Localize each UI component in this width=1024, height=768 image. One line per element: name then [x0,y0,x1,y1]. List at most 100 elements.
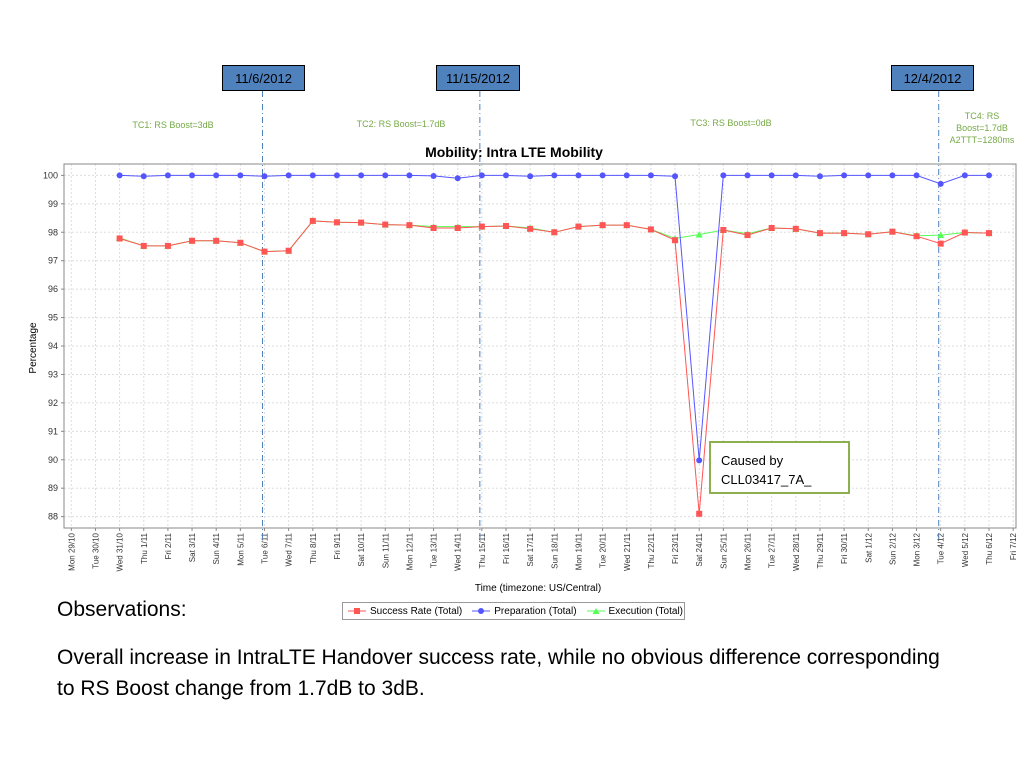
legend-item-success: Success Rate (Total) [348,606,462,617]
x-tick-label: Thu 29/11 [816,532,825,568]
y-tick-label: 97 [48,256,58,266]
data-point [986,230,992,237]
x-tick-label: Fri 7/12 [1009,532,1018,560]
data-point [189,237,196,244]
x-tick-label: Wed 28/11 [792,532,801,571]
observations-title: Observations: [57,598,187,621]
data-point [768,224,775,231]
y-tick-label: 93 [48,369,58,379]
date-marker-lines [262,91,940,540]
x-tick-label: Sat 1/12 [864,532,873,562]
x-tick-label: Fri 16/11 [502,532,511,564]
date-marker-2: 11/15/2012 [436,65,520,91]
x-tick-label: Mon 12/11 [405,532,414,570]
x-tick-label: Thu 1/11 [140,532,149,564]
data-point [551,229,558,236]
data-point [865,231,872,238]
x-tick-label: Wed 14/11 [454,532,463,571]
data-point [575,223,582,230]
y-tick-label: 90 [48,455,58,465]
data-point [358,172,365,179]
data-point [696,457,703,464]
data-point [913,233,920,240]
x-tick-label: Fri 2/11 [164,532,173,559]
data-point [430,172,437,179]
x-tick-label: Sat 3/11 [188,532,197,562]
x-tick-label: Mon 19/11 [574,532,583,570]
data-point [937,231,945,239]
data-point [841,172,848,179]
data-point [503,172,509,179]
data-point [382,172,389,179]
data-point [261,173,268,180]
data-point [696,510,703,517]
x-axis: Mon 29/10 Tue 30/10 Wed 31/10 Thu 1/11 Fri 2… [67,528,1018,572]
x-tick-label: Fri 30/11 [840,532,849,564]
data-point [116,235,123,242]
data-point [816,173,823,180]
data-point [937,240,944,247]
data-point [672,237,679,244]
legend-label-success: Success Rate (Total) [370,605,463,617]
annotation-line-2: CLL03417_7A_ [721,472,812,487]
legend-swatch-success [348,608,366,614]
data-point [333,172,340,179]
x-tick-label: Sat 10/11 [357,532,366,566]
y-tick-label: 91 [48,426,58,436]
data-point [599,172,606,179]
annotation-box: Caused by CLL03417_7A_ [709,441,850,494]
legend-swatch-preparation [472,608,491,614]
data-point [189,172,196,179]
data-point [889,228,896,235]
x-tick-label: Tue 4/12 [937,532,946,564]
tc4-label: TC4: RS Boost=1.7dB A2TTT=1280ms [949,111,1015,145]
data-point [382,221,389,228]
data-point [478,223,485,230]
series [116,172,993,517]
x-tick-label: Mon 26/11 [744,532,753,570]
tc2-label: TC2: RS Boost=1.7dB [356,119,446,129]
x-tick-label: Tue 27/11 [768,532,777,568]
data-point [913,172,920,179]
data-point [140,173,147,180]
y-tick-label: 89 [48,483,58,493]
x-tick-label: Wed 21/11 [623,532,632,571]
data-point [599,222,606,229]
x-axis-label: Time (timezone: US/Central) [475,583,601,594]
data-point [285,172,292,179]
data-point [164,172,171,179]
legend-item-execution: Execution (Total) [586,605,684,617]
chart-title: Mobility: Intra LTE Mobility [425,144,603,160]
x-tick-label: Tue 30/10 [91,532,100,568]
data-point [358,219,365,226]
data-point [527,173,534,180]
x-tick-label: Tue 20/11 [599,532,608,568]
x-tick-label: Tue 13/11 [430,532,439,568]
tc3-label: TC3: RS Boost=0dB [690,118,772,128]
data-point [720,172,727,179]
data-point [986,172,992,179]
x-tick-label: Thu 6/12 [985,532,994,564]
y-tick-label: 96 [48,284,58,294]
y-tick-label: 95 [48,313,58,323]
legend-item-preparation: Preparation (Total) [472,605,577,617]
data-point [792,172,799,179]
data-point [309,217,316,224]
y-axis: 88 89 90 91 92 93 94 95 96 97 98 99 100 [43,170,64,522]
legend: Success Rate (Total) Preparation (Total)… [342,602,685,620]
x-tick-label: Fri 9/11 [333,532,342,559]
data-point [623,172,630,179]
y-tick-label: 94 [48,341,58,351]
date-marker-3: 12/4/2012 [891,65,974,91]
legend-label-preparation: Preparation (Total) [494,605,577,617]
data-point [213,172,220,179]
legend-label-execution: Execution (Total) [608,605,684,617]
x-tick-label: Wed 5/12 [961,532,970,567]
data-point [841,230,848,237]
observations-text: Overall increase in IntraLTE Handover su… [57,646,940,700]
data-point [454,175,461,182]
x-tick-label: Sun 11/11 [381,532,390,568]
x-tick-label: Thu 8/11 [309,532,318,564]
y-tick-label: 92 [48,398,58,408]
date-marker-1: 11/6/2012 [222,65,305,91]
